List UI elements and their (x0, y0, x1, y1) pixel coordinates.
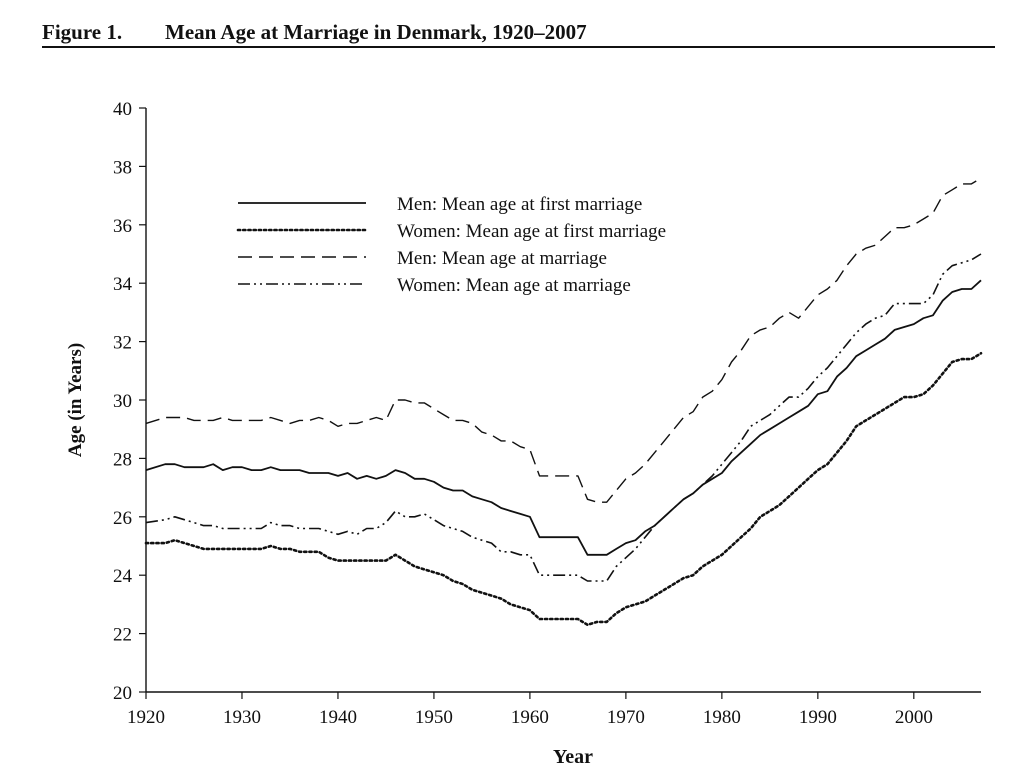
x-axis-label: Year (553, 746, 593, 768)
figure-title: Mean Age at Marriage in Denmark, 1920–20… (165, 20, 587, 44)
y-tick-label: 22 (113, 625, 132, 646)
y-tick-label: 34 (113, 274, 133, 295)
legend-label-4: Women: Mean age at marriage (397, 275, 631, 296)
x-tick-label: 1950 (415, 707, 453, 728)
y-tick-label: 32 (113, 333, 132, 354)
y-tick-label: 40 (113, 99, 132, 120)
x-tick-label: 1960 (511, 707, 549, 728)
legend-label-1: Men: Mean age at first marriage (397, 194, 642, 215)
x-tick-label: 1970 (607, 707, 645, 728)
chart-legend: Men: Mean age at first marriage Women: Me… (236, 194, 666, 296)
x-tick-label: 1990 (799, 707, 837, 728)
y-tick-label: 28 (113, 449, 132, 470)
y-tick-label: 20 (113, 683, 132, 704)
y-tick-label: 26 (113, 508, 132, 529)
chart-series (144, 177, 983, 627)
series-line-1 (145, 279, 982, 556)
series-line-3 (145, 177, 982, 503)
y-tick-label: 24 (113, 566, 133, 587)
x-tick-label: 1930 (223, 707, 261, 728)
y-tick-label: 38 (113, 157, 132, 178)
legend-label-2: Women: Mean age at first marriage (397, 221, 666, 242)
figure-label: Figure 1. (42, 20, 123, 44)
x-tick-label: 1940 (319, 707, 357, 728)
y-axis-label: Age (in Years) (65, 343, 86, 457)
legend-label-3: Men: Mean age at marriage (397, 248, 607, 269)
figure-header: Figure 1. Mean Age at Marriage in Denmar… (42, 18, 995, 48)
series-line-4 (145, 253, 982, 582)
series-line-2 (144, 352, 983, 627)
x-tick-label: 1920 (127, 707, 165, 728)
y-tick-label: 30 (113, 391, 132, 412)
figure-title-rule (42, 46, 995, 48)
x-tick-label: 1980 (703, 707, 741, 728)
x-tick-label: 2000 (895, 707, 933, 728)
chart-axes: 20 22 24 26 28 30 32 34 36 38 40 1920 1930 1940 1950 19… (113, 99, 981, 728)
y-tick-label: 36 (113, 216, 132, 237)
